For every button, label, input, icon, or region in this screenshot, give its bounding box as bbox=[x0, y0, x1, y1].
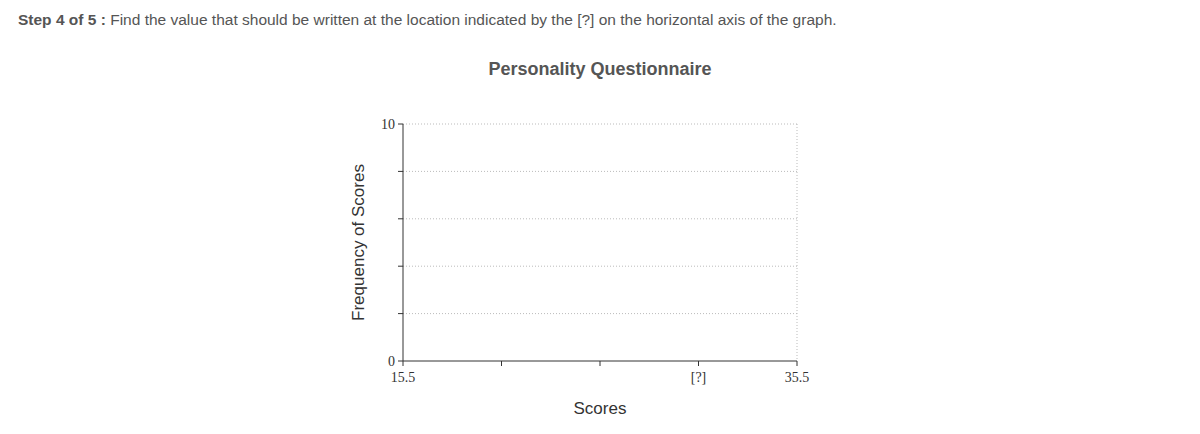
grid-line bbox=[403, 171, 797, 172]
x-axis-label: Scores bbox=[574, 399, 627, 418]
x-tick bbox=[698, 361, 699, 366]
grid-line bbox=[403, 218, 797, 219]
x-tick-label: 35.5 bbox=[785, 370, 810, 385]
x-tick bbox=[600, 361, 601, 366]
chart-title: Personality Questionnaire bbox=[488, 59, 711, 79]
y-tick bbox=[398, 313, 403, 314]
y-tick-label: 0 bbox=[388, 354, 395, 369]
grid-line bbox=[403, 266, 797, 267]
y-tick-label: 10 bbox=[381, 117, 395, 132]
y-tick bbox=[398, 124, 403, 125]
x-tick bbox=[403, 361, 404, 366]
step-label: Step 4 of 5 : bbox=[18, 11, 106, 28]
y-tick bbox=[398, 171, 403, 172]
x-tick bbox=[501, 361, 502, 366]
y-tick bbox=[398, 218, 403, 219]
plot-frame-right bbox=[797, 124, 798, 361]
x-tick-label: [?] bbox=[691, 370, 707, 385]
y-tick bbox=[398, 361, 403, 362]
question-text: Find the value that should be written at… bbox=[110, 11, 836, 28]
header: Step 4 of 5 : Find the value that should… bbox=[18, 11, 837, 29]
y-axis bbox=[403, 124, 404, 361]
grid-line bbox=[403, 313, 797, 314]
x-tick-label: 15.5 bbox=[391, 370, 416, 385]
y-axis-label: Frequency of Scores bbox=[349, 164, 368, 321]
x-tick bbox=[797, 361, 798, 366]
grid-line bbox=[403, 124, 797, 125]
chart: Personality Questionnaire 0 10 15.5 [?] 35.5 S… bbox=[0, 0, 1200, 434]
y-tick bbox=[398, 266, 403, 267]
